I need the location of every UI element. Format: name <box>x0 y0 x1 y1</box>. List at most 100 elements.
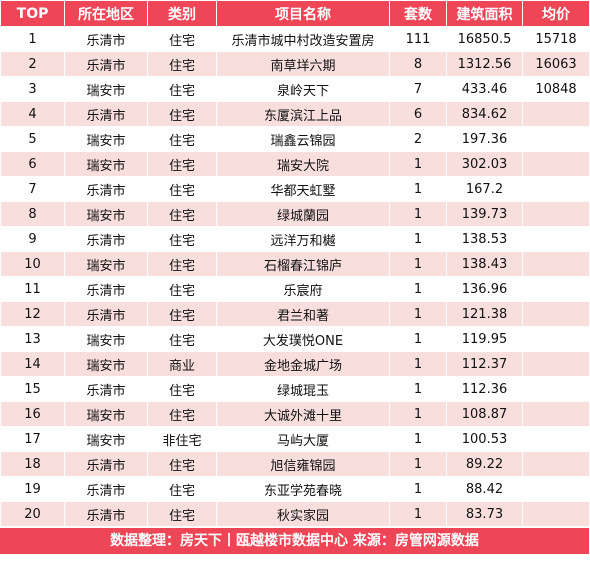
header-avg-price: 均价 <box>522 0 590 27</box>
avg-price-cell <box>522 351 590 377</box>
region-cell: 乐清市 <box>64 226 148 252</box>
region-cell: 瑞安市 <box>64 126 148 152</box>
project-name-cell: 马屿大厦 <box>216 426 390 452</box>
category-cell: 住宅 <box>147 226 217 252</box>
table-row: 9 乐清市 住宅 远洋万和樾 1 138.53 <box>0 226 590 252</box>
region-cell: 乐清市 <box>64 376 148 402</box>
table-row: 4 乐清市 住宅 东厦滨江上品 6 834.62 <box>0 101 590 127</box>
units-cell: 2 <box>389 126 447 152</box>
header-floor-area: 建筑面积 <box>446 0 523 27</box>
table-row: 3 瑞安市 住宅 泉岭天下 7 433.46 10848 <box>0 76 590 102</box>
floor-area-cell: 138.53 <box>446 226 523 252</box>
region-cell: 乐清市 <box>64 276 148 302</box>
avg-price-cell: 15718 <box>522 26 590 52</box>
avg-price-cell <box>522 201 590 227</box>
table-row: 5 瑞安市 住宅 瑞鑫云锦园 2 197.36 <box>0 126 590 152</box>
avg-price-cell <box>522 301 590 327</box>
rank-cell: 2 <box>0 51 65 77</box>
region-cell: 瑞安市 <box>64 76 148 102</box>
floor-area-cell: 136.96 <box>446 276 523 302</box>
rank-cell: 7 <box>0 176 65 202</box>
rank-cell: 12 <box>0 301 65 327</box>
category-cell: 住宅 <box>147 101 217 127</box>
project-name-cell: 乐清市城中村改造安置房 <box>216 26 390 52</box>
table-row: 12 乐清市 住宅 君兰和著 1 121.38 <box>0 301 590 327</box>
region-cell: 瑞安市 <box>64 401 148 427</box>
category-cell: 住宅 <box>147 501 217 527</box>
rank-cell: 8 <box>0 201 65 227</box>
floor-area-cell: 834.62 <box>446 101 523 127</box>
units-cell: 1 <box>389 376 447 402</box>
rank-cell: 10 <box>0 251 65 277</box>
project-name-cell: 石榴春江锦庐 <box>216 251 390 277</box>
table-row: 1 乐清市 住宅 乐清市城中村改造安置房 111 16850.5 15718 <box>0 26 590 52</box>
table-row: 6 瑞安市 住宅 瑞安大院 1 302.03 <box>0 151 590 177</box>
units-cell: 1 <box>389 276 447 302</box>
units-cell: 1 <box>389 201 447 227</box>
region-cell: 乐清市 <box>64 101 148 127</box>
avg-price-cell <box>522 401 590 427</box>
units-cell: 1 <box>389 476 447 502</box>
units-cell: 1 <box>389 401 447 427</box>
table-row: 7 乐清市 住宅 华都天虹墅 1 167.2 <box>0 176 590 202</box>
floor-area-cell: 119.95 <box>446 326 523 352</box>
avg-price-cell: 16063 <box>522 51 590 77</box>
avg-price-cell <box>522 151 590 177</box>
units-cell: 111 <box>389 26 447 52</box>
region-cell: 乐清市 <box>64 451 148 477</box>
category-cell: 住宅 <box>147 51 217 77</box>
floor-area-cell: 197.36 <box>446 126 523 152</box>
region-cell: 瑞安市 <box>64 351 148 377</box>
floor-area-cell: 138.43 <box>446 251 523 277</box>
project-name-cell: 泉岭天下 <box>216 76 390 102</box>
avg-price-cell <box>522 426 590 452</box>
category-cell: 非住宅 <box>147 426 217 452</box>
floor-area-cell: 83.73 <box>446 501 523 527</box>
category-cell: 住宅 <box>147 76 217 102</box>
header-category: 类别 <box>147 0 217 27</box>
project-name-cell: 远洋万和樾 <box>216 226 390 252</box>
table-row: 20 乐清市 住宅 秋实家园 1 83.73 <box>0 501 590 527</box>
table-row: 19 乐清市 住宅 东亚学苑春晓 1 88.42 <box>0 476 590 502</box>
floor-area-cell: 167.2 <box>446 176 523 202</box>
category-cell: 住宅 <box>147 201 217 227</box>
avg-price-cell <box>522 126 590 152</box>
header-units: 套数 <box>389 0 447 27</box>
units-cell: 1 <box>389 301 447 327</box>
category-cell: 住宅 <box>147 176 217 202</box>
project-name-cell: 旭信雍锦园 <box>216 451 390 477</box>
region-cell: 乐清市 <box>64 26 148 52</box>
rank-cell: 11 <box>0 276 65 302</box>
rank-cell: 14 <box>0 351 65 377</box>
floor-area-cell: 112.37 <box>446 351 523 377</box>
units-cell: 8 <box>389 51 447 77</box>
region-cell: 乐清市 <box>64 176 148 202</box>
category-cell: 住宅 <box>147 251 217 277</box>
units-cell: 1 <box>389 451 447 477</box>
header-top: TOP <box>0 0 65 27</box>
floor-area-cell: 121.38 <box>446 301 523 327</box>
avg-price-cell <box>522 376 590 402</box>
table-row: 8 瑞安市 住宅 绿城蘭园 1 139.73 <box>0 201 590 227</box>
floor-area-cell: 1312.56 <box>446 51 523 77</box>
category-cell: 商业 <box>147 351 217 377</box>
floor-area-cell: 88.42 <box>446 476 523 502</box>
project-name-cell: 绿城琨玉 <box>216 376 390 402</box>
floor-area-cell: 108.87 <box>446 401 523 427</box>
region-cell: 瑞安市 <box>64 151 148 177</box>
table-row: 2 乐清市 住宅 南草垟六期 8 1312.56 16063 <box>0 51 590 77</box>
project-name-cell: 瑞鑫云锦园 <box>216 126 390 152</box>
table-row: 13 瑞安市 住宅 大发璞悦ONE 1 119.95 <box>0 326 590 352</box>
units-cell: 1 <box>389 226 447 252</box>
avg-price-cell <box>522 176 590 202</box>
table-row: 16 瑞安市 住宅 大诚外滩十里 1 108.87 <box>0 401 590 427</box>
rank-cell: 16 <box>0 401 65 427</box>
rank-cell: 9 <box>0 226 65 252</box>
avg-price-cell <box>522 251 590 277</box>
units-cell: 1 <box>389 326 447 352</box>
rank-cell: 6 <box>0 151 65 177</box>
rank-cell: 15 <box>0 376 65 402</box>
project-name-cell: 绿城蘭园 <box>216 201 390 227</box>
table-row: 14 瑞安市 商业 金地金城广场 1 112.37 <box>0 351 590 377</box>
avg-price-cell <box>522 476 590 502</box>
